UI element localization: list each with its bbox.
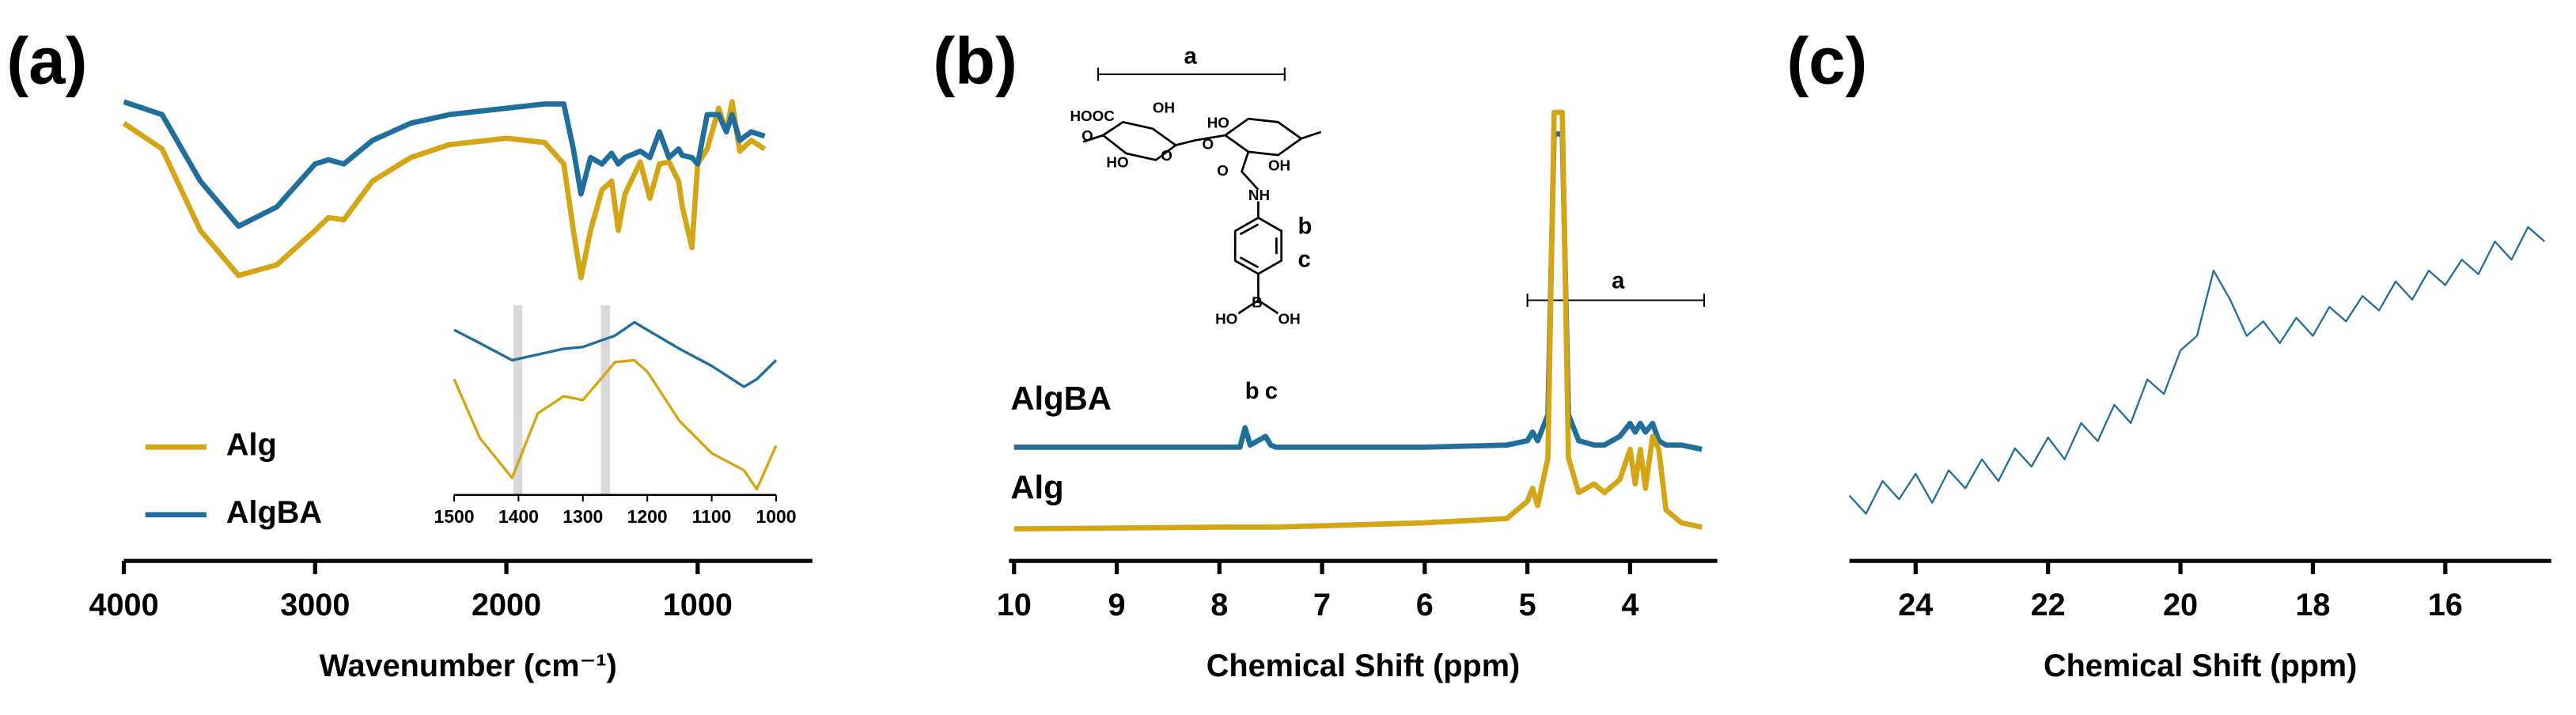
structure-label: NH: [1248, 187, 1270, 203]
x-tick-label: 3000: [280, 588, 350, 622]
structure: [1082, 117, 1322, 315]
x-tick-label: 6: [1416, 588, 1434, 622]
x-tick-label: 22: [2031, 588, 2066, 622]
series-line: [1013, 109, 1703, 532]
annotation: a: [1184, 44, 1198, 70]
structure-label: OH: [1278, 311, 1300, 327]
x-tick-label: 1000: [663, 588, 733, 622]
structure-label: OH: [1153, 100, 1175, 116]
structure-label: O: [1082, 127, 1093, 144]
legend-label: AlgBA: [226, 495, 322, 530]
highlight-band: [600, 305, 610, 495]
series-label: Alg: [1010, 469, 1063, 506]
x-tick-label: 4000: [89, 588, 158, 622]
structure-label: HO: [1106, 153, 1128, 170]
annotation: a: [1612, 268, 1625, 293]
structure-label: c: [1298, 247, 1311, 272]
x-axis-title: Wavenumber (cm⁻¹): [320, 649, 617, 683]
panel-label: (a): [6, 23, 87, 97]
x-tick-label: 10: [997, 588, 1032, 622]
highlight-band: [513, 305, 523, 495]
x-axis-title: Chemical Shift (ppm): [1207, 649, 1520, 683]
series-line: [123, 99, 766, 229]
structure-label: HO: [1215, 311, 1237, 327]
x-tick-label: 16: [2428, 588, 2463, 622]
x-tick-label: 4: [1621, 588, 1638, 622]
structure-label: B: [1252, 294, 1263, 311]
structure-label: HOOC: [1070, 108, 1115, 124]
x-tick-label: 1100: [692, 506, 732, 527]
series-line: [1013, 131, 1703, 452]
x-axis-title: Chemical Shift (ppm): [2044, 649, 2357, 683]
x-tick-label: 7: [1313, 588, 1331, 622]
series-label: AlgBA: [1010, 380, 1112, 417]
x-tick-label: 18: [2295, 588, 2330, 622]
panel-label: (b): [933, 23, 1017, 97]
annotation: c: [1265, 379, 1278, 404]
x-tick-label: 2000: [472, 588, 541, 622]
structure-label: O: [1202, 136, 1214, 153]
structure-label: HO: [1207, 114, 1229, 131]
structure-label: b: [1298, 214, 1313, 240]
x-tick-label: 8: [1210, 588, 1228, 622]
x-tick-label: 1400: [498, 506, 539, 527]
series-line: [453, 358, 778, 491]
annotation: b: [1245, 379, 1260, 404]
x-tick-label: 1000: [756, 506, 796, 527]
panel-label: (c): [1786, 23, 1867, 97]
series-line: [453, 320, 778, 388]
series-line: [122, 99, 767, 281]
structure-label: O: [1217, 162, 1229, 179]
x-tick-label: 1200: [627, 506, 668, 527]
structure-label: OH: [1268, 157, 1290, 174]
x-tick-label: 1500: [434, 506, 474, 527]
x-tick-label: 5: [1519, 588, 1536, 622]
legend-label: Alg: [226, 428, 277, 463]
x-tick-label: 24: [1898, 588, 1933, 622]
x-tick-label: 9: [1108, 588, 1125, 622]
x-tick-label: 1300: [563, 506, 603, 527]
x-tick-label: 20: [2163, 588, 2198, 622]
series-line: [1848, 225, 2546, 515]
structure-label: O: [1161, 147, 1172, 164]
